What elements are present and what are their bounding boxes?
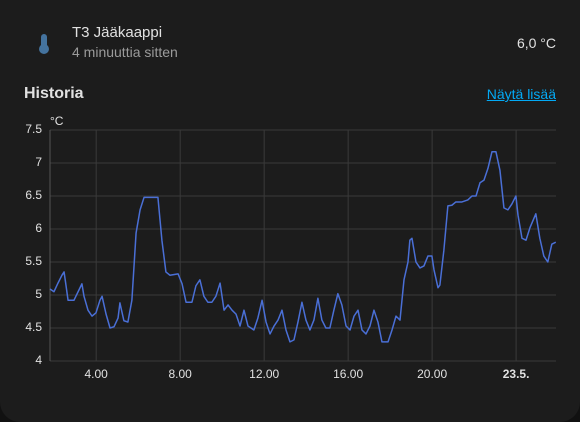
y-tick-label: 5.5 [25, 254, 42, 268]
entity-state: 6,0 °C [516, 35, 556, 51]
y-tick-label: 4 [35, 353, 42, 367]
x-tick-label: 8.00 [168, 367, 192, 381]
x-tick-label: 23.5. [503, 367, 530, 381]
y-tick-label: 6.5 [25, 188, 42, 202]
y-tick-label: 7 [35, 155, 42, 169]
entity-name: T3 Jääkaappi [72, 24, 163, 41]
show-more-link[interactable]: Näytä lisää [486, 86, 556, 102]
y-tick-label: 7.5 [25, 122, 42, 136]
last-changed: 4 minuuttia sitten [72, 44, 178, 60]
y-tick-label: 5 [35, 287, 42, 301]
history-title: Historia [24, 85, 84, 102]
y-tick-label: 6 [35, 221, 42, 235]
x-tick-label: 20.00 [417, 367, 447, 381]
y-unit: °C [50, 114, 64, 128]
y-tick-label: 4.5 [25, 320, 42, 334]
x-tick-label: 12.00 [249, 367, 279, 381]
line-series [49, 151, 557, 343]
x-tick-label: 4.00 [85, 367, 109, 381]
x-tick-label: 16.00 [333, 367, 363, 381]
thermometer-icon [39, 34, 49, 54]
